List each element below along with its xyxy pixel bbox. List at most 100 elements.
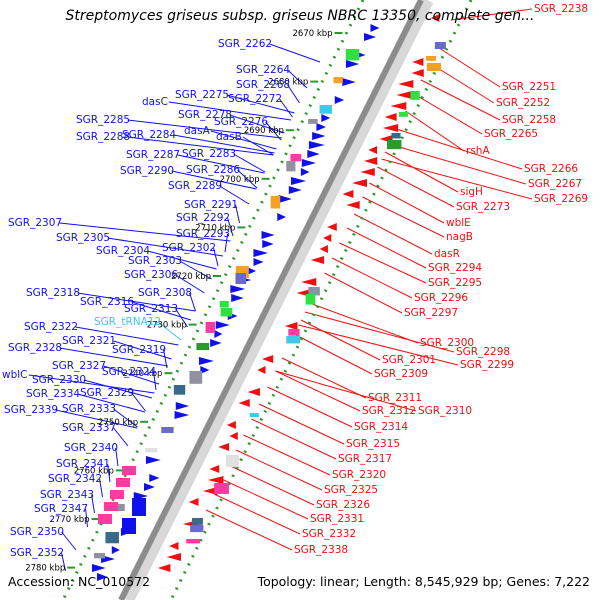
- gene-label-sgr-2342[interactable]: SGR_2342: [48, 473, 102, 485]
- gene-label-sgr-2331[interactable]: SGR_2331: [310, 513, 364, 525]
- gene-label-sgr-2352[interactable]: SGR_2352: [10, 547, 64, 559]
- gene-label-sgr-2267[interactable]: SGR_2267: [528, 178, 582, 190]
- plus-strand-gene-arrow: [288, 186, 302, 194]
- gene-label-sgr-2297[interactable]: SGR_2297: [404, 307, 458, 319]
- gene-label-sgr-2258[interactable]: SGR_2258: [502, 114, 556, 126]
- gene-label-sgr-2287[interactable]: SGR_2287: [126, 149, 180, 161]
- gene-label-dasb[interactable]: dasB: [216, 131, 242, 143]
- minus-strand-gene-arrow: [207, 476, 224, 484]
- gene-label-sgr-2307[interactable]: SGR_2307: [8, 217, 62, 229]
- plus-strand-gene-arrow: [345, 60, 360, 68]
- gene-label-sgr-2341[interactable]: SGR_2341: [56, 458, 110, 470]
- gene-label-sgr-2333[interactable]: SGR_2333: [62, 403, 116, 415]
- gene-label-sgr-2285[interactable]: SGR_2285: [76, 114, 130, 126]
- gene-label-sgr-2302[interactable]: SGR_2302: [162, 242, 216, 254]
- gene-label-sgr-2324[interactable]: SGR_2324: [102, 366, 156, 378]
- gene-label-sgr-2332[interactable]: SGR_2332: [302, 528, 356, 540]
- gene-label-sgr-2296[interactable]: SGR_2296: [414, 292, 468, 304]
- gene-label-sgr-2313[interactable]: SGR_2313: [124, 303, 178, 315]
- gene-label-sgr-2283[interactable]: SGR_2283: [182, 148, 236, 160]
- gene-label-sgr-2268[interactable]: SGR_2268: [236, 79, 290, 91]
- gene-label-sgr-2318[interactable]: SGR_2318: [26, 287, 80, 299]
- gene-label-sgr-2329[interactable]: SGR_2329: [80, 387, 134, 399]
- gene-label-sgr-2305[interactable]: SGR_2305: [56, 232, 110, 244]
- gene-label-sgr-2317[interactable]: SGR_2317: [338, 453, 392, 465]
- minus-strand-gene-arrow: [342, 190, 354, 198]
- gene-label-sgr-2272[interactable]: SGR_2272: [228, 93, 282, 105]
- gene-label-sgr-2290[interactable]: SGR_2290: [120, 165, 174, 177]
- gene-label-sgr-2306[interactable]: SGR_2306: [124, 269, 178, 281]
- gene-label-sgr-2327[interactable]: SGR_2327: [52, 360, 106, 372]
- gene-label-sgr-2322[interactable]: SGR_2322: [24, 321, 78, 333]
- gene-label-sgr-2278[interactable]: SGR_2278: [178, 109, 232, 121]
- gene-label-rsha[interactable]: rshA: [466, 145, 490, 157]
- gene-label-dasa[interactable]: dasA: [184, 125, 211, 137]
- leader-line-sgr-2284: [173, 134, 275, 154]
- gene-label-sgr-2316[interactable]: SGR_2316: [80, 296, 134, 308]
- gene-label-dasc[interactable]: dasC: [142, 96, 168, 108]
- gene-label-sgr-2340[interactable]: SGR_2340: [64, 442, 118, 454]
- gene-label-sgr-2304[interactable]: SGR_2304: [96, 245, 150, 257]
- gene-label-sgr-2301[interactable]: SGR_2301: [382, 354, 436, 366]
- gene-label-wblc[interactable]: wblC: [2, 369, 28, 381]
- gene-label-sgr-2289[interactable]: SGR_2289: [168, 180, 222, 192]
- gene-label-sgr-2276[interactable]: SGR_2276: [214, 116, 268, 128]
- gene-label-sgr-2319[interactable]: SGR_2319: [112, 344, 166, 356]
- gene-label-sgr-2325[interactable]: SGR_2325: [324, 484, 378, 496]
- gene-label-sgr-trna12[interactable]: SGR_tRNA12: [94, 316, 161, 328]
- gene-label-sgr-2251[interactable]: SGR_2251: [502, 81, 556, 93]
- leader-line-sgr-2294: [346, 227, 427, 269]
- leader-line-sgr-2308: [189, 292, 196, 312]
- gene-feature-block: [305, 294, 316, 305]
- gene-label-sgr-2337[interactable]: SGR_2337: [62, 422, 116, 434]
- gene-label-sgr-2273[interactable]: SGR_2273: [456, 201, 510, 213]
- gene-label-sgr-2308[interactable]: SGR_2308: [138, 287, 192, 299]
- gene-label-sgr-2284[interactable]: SGR_2284: [122, 129, 176, 141]
- gene-label-sgr-2312[interactable]: SGR_2312: [362, 405, 416, 417]
- gene-label-sgr-2265[interactable]: SGR_2265: [484, 128, 538, 140]
- gene-label-sgr-2291[interactable]: SGR_2291: [184, 199, 238, 211]
- gene-label-sgr-2314[interactable]: SGR_2314: [354, 421, 408, 433]
- gene-label-sgr-2299[interactable]: SGR_2299: [460, 359, 514, 371]
- gene-label-sgr-2292[interactable]: SGR_2292: [176, 212, 230, 224]
- leader-line-sgr-2310: [275, 370, 417, 412]
- gene-label-sgr-2252[interactable]: SGR_2252: [496, 97, 550, 109]
- gene-label-sgr-2294[interactable]: SGR_2294: [428, 262, 482, 274]
- gene-label-sgr-2311[interactable]: SGR_2311: [368, 392, 422, 404]
- gene-label-sgr-2269[interactable]: SGR_2269: [534, 193, 588, 205]
- gene-label-sgr-2310[interactable]: SGR_2310: [418, 405, 472, 417]
- gene-label-sgr-2264[interactable]: SGR_2264: [236, 64, 290, 76]
- gene-label-sgr-2309[interactable]: SGR_2309: [374, 368, 428, 380]
- gene-label-dasr[interactable]: dasR: [434, 248, 460, 260]
- gene-label-sgr-2288[interactable]: SGR_2288: [76, 131, 130, 143]
- gene-label-sgr-2326[interactable]: SGR_2326: [316, 499, 370, 511]
- gene-label-sgr-2330[interactable]: SGR_2330: [32, 374, 86, 386]
- gene-label-sgr-2321[interactable]: SGR_2321: [62, 335, 116, 347]
- leader-line-sgr-2327: [103, 365, 160, 385]
- gene-label-sgr-2334[interactable]: SGR_2334: [26, 388, 80, 400]
- gene-label-sgr-2293[interactable]: SGR_2293: [176, 228, 230, 240]
- gene-label-sgr-2343[interactable]: SGR_2343: [40, 489, 94, 501]
- gene-label-sgr-2275[interactable]: SGR_2275: [175, 89, 229, 101]
- gene-label-sgr-2266[interactable]: SGR_2266: [524, 163, 578, 175]
- gene-label-sigh[interactable]: sigH: [460, 186, 483, 198]
- gene-label-sgr-2350[interactable]: SGR_2350: [10, 526, 64, 538]
- gene-label-wble[interactable]: wblE: [446, 217, 471, 229]
- gene-label-sgr-2347[interactable]: SGR_2347: [34, 503, 88, 515]
- gene-label-sgr-2315[interactable]: SGR_2315: [346, 438, 400, 450]
- gene-label-sgr-2300[interactable]: SGR_2300: [420, 337, 474, 349]
- gene-label-sgr-2339[interactable]: SGR_2339: [4, 404, 58, 416]
- gene-label-nagb[interactable]: nagB: [446, 231, 473, 243]
- gene-label-sgr-2320[interactable]: SGR_2320: [332, 469, 386, 481]
- gene-label-sgr-2298[interactable]: SGR_2298: [456, 346, 510, 358]
- gene-label-sgr-2328[interactable]: SGR_2328: [8, 342, 62, 354]
- gene-label-sgr-2295[interactable]: SGR_2295: [428, 277, 482, 289]
- gene-label-sgr-2286[interactable]: SGR_2286: [186, 164, 240, 176]
- gene-feature-block: [286, 161, 296, 172]
- leader-line-wblc: [28, 374, 155, 394]
- gene-label-sgr-2303[interactable]: SGR_2303: [128, 255, 182, 267]
- gene-label-sgr-2338[interactable]: SGR_2338: [294, 544, 348, 556]
- gene-label-sgr-2262[interactable]: SGR_2262: [218, 38, 272, 50]
- minus-strand-gene-arrow: [384, 113, 397, 121]
- gene-label-sgr-2238[interactable]: SGR_2238: [534, 3, 588, 15]
